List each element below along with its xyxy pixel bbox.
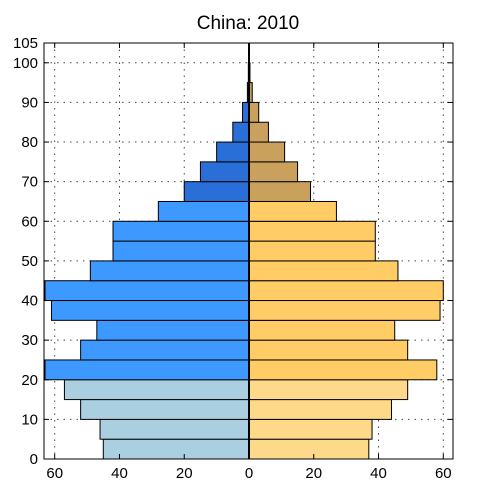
- x-tick-label: 20: [305, 465, 322, 482]
- y-tick-label: 0: [30, 451, 38, 468]
- bar-left-age-40: [44, 280, 250, 302]
- y-tick-label: 105: [13, 35, 38, 52]
- bar-left-age-55: [112, 220, 250, 242]
- y-axis-ticks: 0 10 20 30 40 50 60 70 80 90 100 105: [13, 35, 453, 468]
- bar-right-age-15: [248, 379, 409, 401]
- x-axis-ticks: 60 40 20 0 20 40 60: [46, 43, 452, 482]
- bar-left-age-70: [199, 161, 250, 183]
- bar-right-age-80: [248, 121, 269, 143]
- x-tick-label: 40: [370, 465, 387, 482]
- bar-left-age-20: [44, 359, 250, 381]
- bar-left-age-15: [63, 379, 250, 401]
- y-tick-label: 10: [21, 411, 38, 428]
- bar-right-age-0: [248, 438, 370, 460]
- y-tick-label: 60: [21, 213, 38, 230]
- bar-right-age-40: [248, 280, 444, 302]
- bar-right-age-85: [248, 101, 260, 123]
- bar-right-age-50: [248, 240, 376, 262]
- bar-left-age-25: [80, 339, 250, 361]
- bar-left-age-10: [80, 399, 250, 420]
- bar-left-age-60: [157, 200, 250, 222]
- y-tick-label: 50: [21, 253, 38, 270]
- bar-left-age-0: [102, 438, 250, 460]
- bars-group: [44, 62, 444, 460]
- y-tick-label: 70: [21, 174, 38, 191]
- bar-right-age-5: [248, 418, 373, 440]
- bar-right-age-45: [248, 260, 399, 282]
- bar-left-age-50: [112, 240, 250, 262]
- bar-right-age-20: [248, 359, 438, 381]
- bar-left-age-35: [50, 300, 250, 321]
- x-tick-label: 60: [435, 465, 452, 482]
- bar-right-age-25: [248, 339, 409, 361]
- y-tick-label: 30: [21, 332, 38, 349]
- y-tick-label: 80: [21, 134, 38, 151]
- bar-right-age-60: [248, 200, 337, 222]
- bar-right-age-55: [248, 220, 376, 242]
- x-tick-label: 40: [111, 465, 128, 482]
- bar-left-age-45: [89, 260, 250, 282]
- bar-right-age-65: [248, 181, 312, 202]
- bar-right-age-75: [248, 141, 286, 163]
- y-tick-label: 40: [21, 293, 38, 310]
- y-tick-label: 90: [21, 94, 38, 111]
- x-tick-label: 20: [176, 465, 193, 482]
- x-tick-label: 60: [46, 465, 63, 482]
- bar-right-age-35: [248, 300, 441, 321]
- bar-left-age-5: [99, 418, 250, 440]
- bar-left-age-65: [183, 181, 250, 202]
- bar-left-age-75: [216, 141, 250, 163]
- y-tick-label: 20: [21, 372, 38, 389]
- bar-left-age-30: [96, 319, 250, 341]
- y-tick-label: 100: [13, 55, 38, 72]
- bar-right-age-10: [248, 399, 392, 420]
- bar-right-age-30: [248, 319, 396, 341]
- chart-title: China: 2010: [197, 13, 299, 34]
- bar-right-age-70: [248, 161, 299, 183]
- x-tick-label: 0: [245, 465, 253, 482]
- bar-left-age-80: [232, 121, 250, 143]
